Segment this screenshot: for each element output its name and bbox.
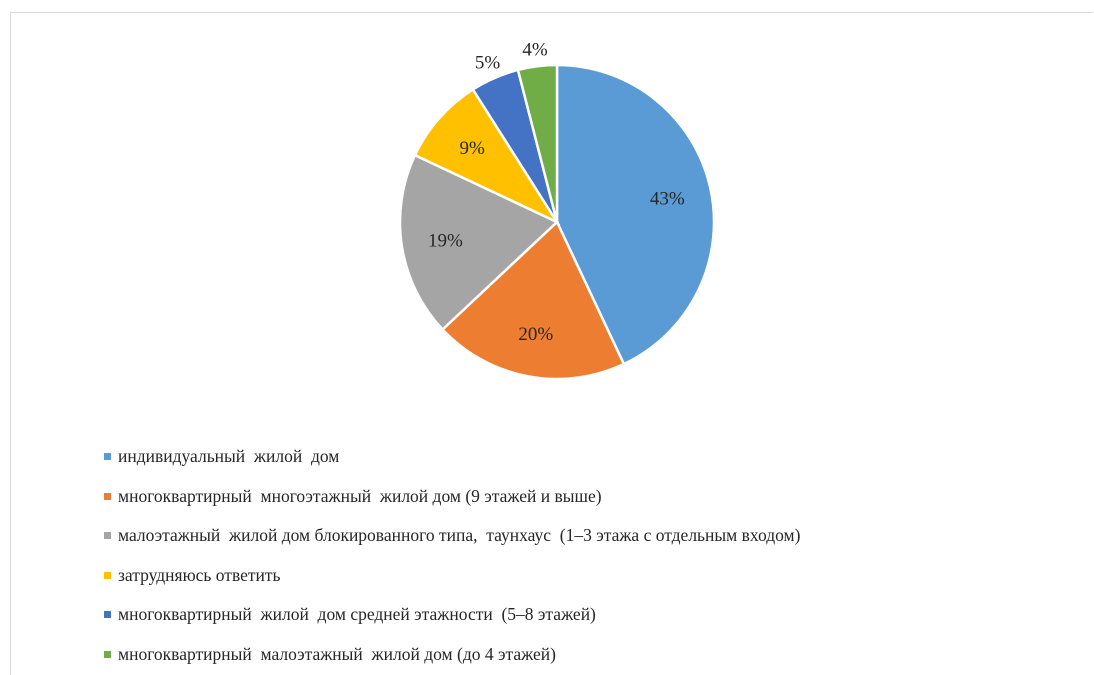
chart-legend: индивидуальный жилой дом многоквартирный … (104, 437, 800, 674)
slice-value-label-2: 20% (518, 324, 553, 345)
pie-slice-6 (516, 63, 559, 223)
pie-slice-1 (555, 63, 716, 366)
legend-item-2: многоквартирный многоэтажный жилой дом (… (104, 477, 800, 517)
slice-value-label-5: 5% (475, 52, 501, 73)
legend-label: затрудняюсь ответить (118, 564, 281, 585)
slice-value-label-6: 4% (522, 39, 548, 60)
legend-item-3: малоэтажный жилой дом блокированного тип… (104, 516, 800, 556)
legend-label: индивидуальный жилой дом (118, 446, 340, 467)
legend-swatch (104, 492, 111, 500)
legend-swatch (104, 571, 111, 579)
slice-value-label-3: 19% (428, 231, 463, 252)
legend-item-4: затрудняюсь ответить (104, 556, 800, 596)
legend-swatch (104, 532, 111, 540)
chart-frame (10, 12, 1093, 675)
legend-label: малоэтажный жилой дом блокированного тип… (118, 525, 801, 546)
legend-item-5: многоквартирный жилой дом средней этажно… (104, 595, 800, 635)
pie-slice-4 (413, 87, 561, 225)
legend-label: многоквартирный малоэтажный жилой дом (д… (118, 643, 556, 664)
legend-item-1: индивидуальный жилой дом (104, 437, 800, 477)
slice-value-label-4: 9% (460, 138, 486, 159)
slice-value-label-1: 43% (650, 188, 685, 209)
legend-item-6: многоквартирный малоэтажный жилой дом (д… (104, 635, 800, 675)
legend-label: многоквартирный жилой дом средней этажно… (118, 604, 596, 625)
pie-slice-3 (398, 153, 560, 332)
pie-slice-2 (440, 219, 626, 381)
legend-label: многоквартирный многоэтажный жилой дом (… (118, 485, 602, 506)
legend-swatch (104, 453, 111, 461)
legend-swatch (104, 650, 111, 658)
legend-swatch (104, 611, 111, 619)
